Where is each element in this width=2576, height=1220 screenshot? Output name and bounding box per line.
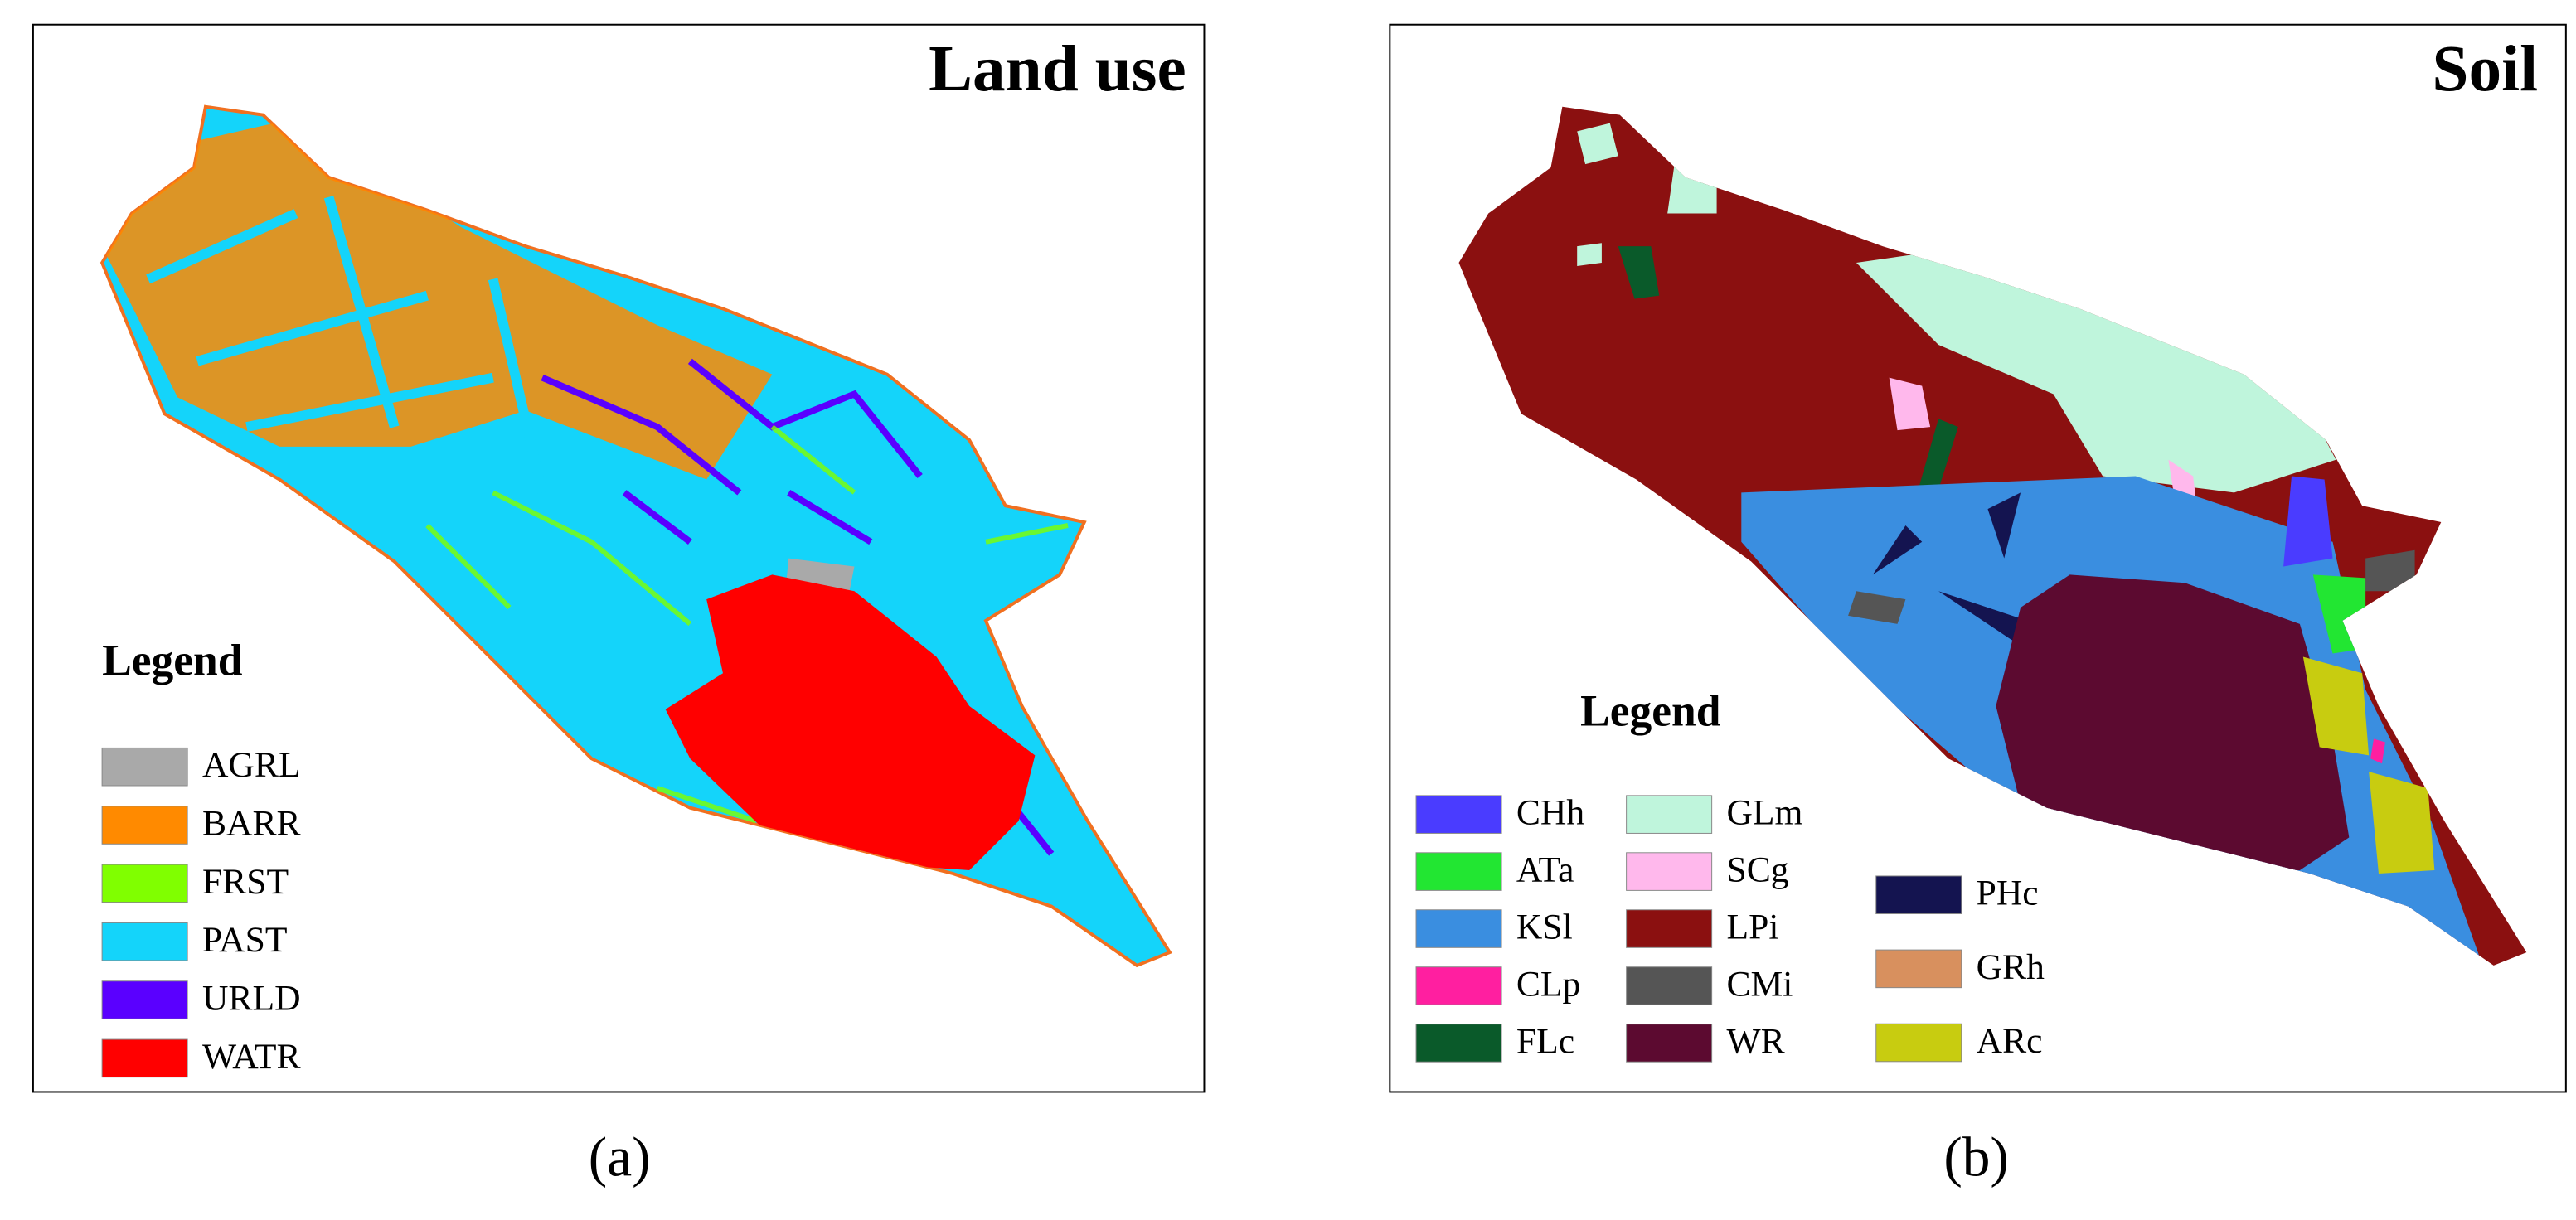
- legend-label: GLm: [1726, 793, 1802, 833]
- legend-swatch: [101, 1038, 188, 1078]
- legend-swatch: [1875, 1023, 1962, 1063]
- legend-label: AGRL: [202, 745, 301, 785]
- legend-swatch: [1415, 852, 1502, 891]
- panel-title: Soil: [2432, 32, 2538, 105]
- legend-swatch: [1626, 909, 1713, 948]
- legend-swatch: [1415, 909, 1502, 948]
- legend-label: LPi: [1726, 908, 1778, 947]
- legend-swatch: [1626, 1024, 1713, 1063]
- legend-label: PHc: [1977, 874, 2039, 913]
- legend-label: URLD: [202, 979, 301, 1019]
- legend-swatch: [1626, 852, 1713, 891]
- land-use-map: [100, 104, 1172, 967]
- soil-map: [1458, 106, 2527, 966]
- legend-swatch: [1875, 949, 1962, 989]
- legend-label: ATa: [1516, 850, 1574, 890]
- legend-label: FRST: [202, 862, 289, 902]
- caption: (a): [589, 1126, 651, 1189]
- legend-label: BARR: [202, 804, 301, 844]
- legend-label: WR: [1726, 1021, 1784, 1061]
- legend-swatch: [1415, 1024, 1502, 1063]
- legend-label: WATR: [202, 1037, 301, 1077]
- legend-title: Legend: [102, 635, 243, 685]
- legend-swatch: [1415, 966, 1502, 1005]
- legend-label: CHh: [1516, 793, 1585, 833]
- legend-title: Legend: [1580, 686, 1721, 736]
- legend-swatch: [101, 922, 188, 961]
- legend-swatch: [101, 980, 188, 1019]
- legend-swatch: [1626, 795, 1713, 834]
- legend-swatch: [101, 806, 188, 845]
- legend-label: GRh: [1977, 947, 2045, 987]
- legend-label: PAST: [202, 920, 288, 960]
- legend-swatch: [1415, 795, 1502, 834]
- legend-label: KSl: [1516, 908, 1573, 947]
- caption: (b): [1943, 1126, 2009, 1189]
- panel-title: Land use: [929, 32, 1186, 105]
- legend-label: CLp: [1516, 964, 1580, 1004]
- legend-label: FLc: [1516, 1021, 1574, 1061]
- legend-label: CMi: [1726, 964, 1793, 1004]
- legend-label: SCg: [1726, 850, 1788, 890]
- legend-swatch: [101, 747, 188, 787]
- legend-swatch: [101, 864, 188, 903]
- legend-label: ARc: [1977, 1021, 2043, 1061]
- legend-swatch: [1626, 966, 1713, 1005]
- legend-swatch: [1875, 875, 1962, 915]
